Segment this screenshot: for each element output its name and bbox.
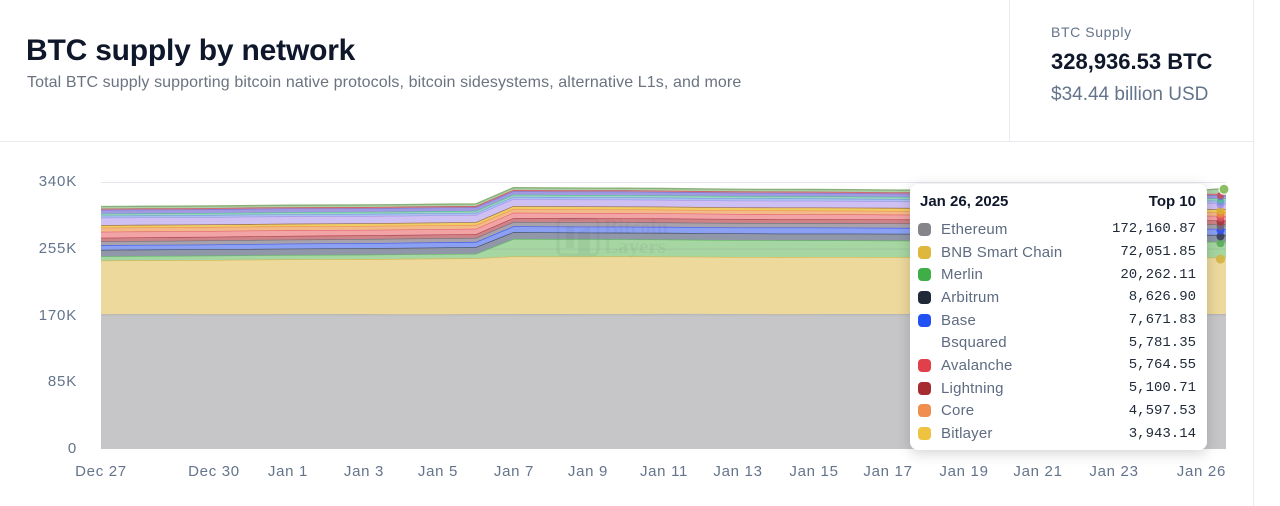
svg-text:Layers: Layers [604, 234, 666, 258]
svg-text:Bitcoin: Bitcoin [604, 215, 668, 239]
